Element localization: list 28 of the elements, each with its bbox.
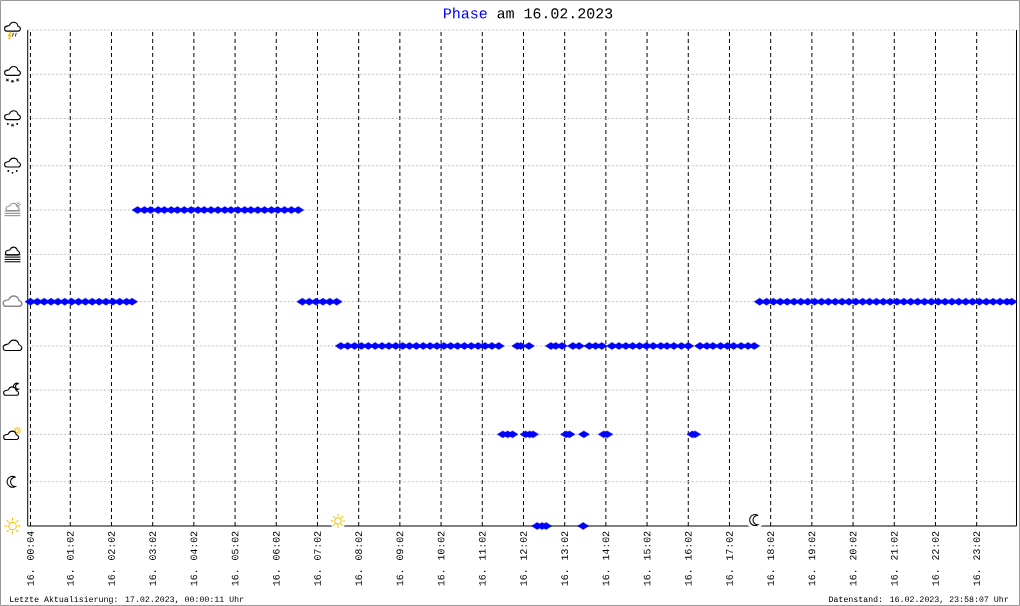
x-tick-label: 16. 16:02 [684, 531, 692, 586]
x-tick-label: 16. 21:02 [890, 531, 898, 586]
text: Phase [444, 7, 487, 19]
x-tick-label: 16. 20:02 [849, 531, 857, 586]
text: Datenstand: 16.02.2023, 23:58:07 Uhr [829, 596, 1008, 604]
x-tick-label: 16. 02:02 [108, 531, 115, 586]
x-tick-label: 16. 00:04 [27, 531, 34, 586]
x-tick-label: 16. 08:02 [355, 531, 363, 586]
x-tick-label: 16. 19:02 [808, 531, 816, 586]
x-tick-label: 16. 05:02 [231, 531, 239, 586]
x-tick-label: 16. 06:02 [272, 531, 280, 586]
x-tick-label: 16. 07:02 [314, 531, 321, 586]
x-tick-label: 16. 03:02 [149, 531, 157, 586]
x-tick-label: 16. 15:02 [643, 531, 651, 586]
x-tick-label: 16. 04:02 [190, 531, 198, 586]
x-tick-label: 16. 22:02 [932, 531, 939, 586]
chart-title: am 16.02.2023 [497, 8, 613, 19]
x-tick-label: 16. 17:02 [726, 531, 733, 586]
x-tick-label: 16. 09:02 [396, 531, 404, 586]
x-tick-label: 16. 11:02 [478, 531, 486, 586]
x-tick-label: 16. 01:02 [66, 531, 74, 586]
x-tick-label: 16. 13:02 [561, 531, 569, 586]
x-tick-label: 16. 18:02 [767, 531, 775, 586]
x-tick-label: 16. 12:02 [520, 531, 527, 586]
x-tick-label: 16. 23:02 [973, 531, 981, 586]
x-tick-label: 16. 10:02 [437, 531, 445, 586]
x-tick-label: 16. 14:02 [602, 531, 610, 586]
text: Letzte Aktualisierung: 17.02.2023, 00:00:11 Uhr [10, 596, 244, 604]
